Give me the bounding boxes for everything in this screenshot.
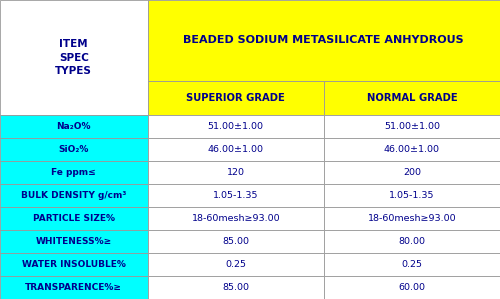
Text: 0.25: 0.25 xyxy=(402,260,422,269)
Bar xyxy=(148,161,324,184)
Text: 1.05-1.35: 1.05-1.35 xyxy=(389,191,434,200)
Text: SUPERIOR GRADE: SUPERIOR GRADE xyxy=(186,93,285,103)
Bar xyxy=(148,253,324,276)
Text: 18-60mesh≥93.00: 18-60mesh≥93.00 xyxy=(192,214,280,223)
Bar xyxy=(324,184,500,207)
Text: 80.00: 80.00 xyxy=(398,237,425,246)
Text: 46.00±1.00: 46.00±1.00 xyxy=(384,145,440,154)
Text: WHITENESS%≥: WHITENESS%≥ xyxy=(36,237,112,246)
Bar xyxy=(148,276,324,299)
Bar xyxy=(324,161,500,184)
Bar xyxy=(148,115,324,138)
Bar xyxy=(148,230,324,253)
Text: 60.00: 60.00 xyxy=(398,283,425,292)
Bar xyxy=(0,230,148,253)
Text: 51.00±1.00: 51.00±1.00 xyxy=(208,122,264,131)
Text: ITEM
SPEC
TYPES: ITEM SPEC TYPES xyxy=(56,39,92,76)
Bar xyxy=(148,0,500,81)
Bar xyxy=(0,138,148,161)
Bar xyxy=(148,207,324,230)
Text: BULK DENSITY g/cm³: BULK DENSITY g/cm³ xyxy=(21,191,126,200)
Text: Na₂O%: Na₂O% xyxy=(56,122,91,131)
Bar xyxy=(324,276,500,299)
Bar xyxy=(148,184,324,207)
Text: PARTICLE SIZE%: PARTICLE SIZE% xyxy=(33,214,115,223)
Bar xyxy=(0,161,148,184)
Bar xyxy=(0,276,148,299)
Bar xyxy=(324,253,500,276)
Bar xyxy=(148,138,324,161)
Text: WATER INSOLUBLE%: WATER INSOLUBLE% xyxy=(22,260,126,269)
Bar xyxy=(324,115,500,138)
Bar xyxy=(324,230,500,253)
Text: 51.00±1.00: 51.00±1.00 xyxy=(384,122,440,131)
Text: 0.25: 0.25 xyxy=(225,260,246,269)
Text: BEADED SODIUM METASILICATE ANHYDROUS: BEADED SODIUM METASILICATE ANHYDROUS xyxy=(184,35,464,45)
Text: 85.00: 85.00 xyxy=(222,283,249,292)
Bar xyxy=(0,207,148,230)
Text: 85.00: 85.00 xyxy=(222,237,249,246)
Bar xyxy=(148,81,324,115)
Bar xyxy=(0,115,148,138)
Text: 18-60mesh≥93.00: 18-60mesh≥93.00 xyxy=(368,214,456,223)
Bar xyxy=(0,253,148,276)
Bar xyxy=(324,138,500,161)
Text: NORMAL GRADE: NORMAL GRADE xyxy=(366,93,458,103)
Text: Fe ppm≤: Fe ppm≤ xyxy=(52,168,96,177)
Text: 120: 120 xyxy=(227,168,245,177)
Text: SiO₂%: SiO₂% xyxy=(58,145,89,154)
Bar xyxy=(324,81,500,115)
Bar xyxy=(324,207,500,230)
Text: 200: 200 xyxy=(403,168,421,177)
Text: 46.00±1.00: 46.00±1.00 xyxy=(208,145,264,154)
Bar xyxy=(0,184,148,207)
Text: TRANSPARENCE%≥: TRANSPARENCE%≥ xyxy=(26,283,122,292)
Bar xyxy=(0,0,148,115)
Text: 1.05-1.35: 1.05-1.35 xyxy=(213,191,258,200)
